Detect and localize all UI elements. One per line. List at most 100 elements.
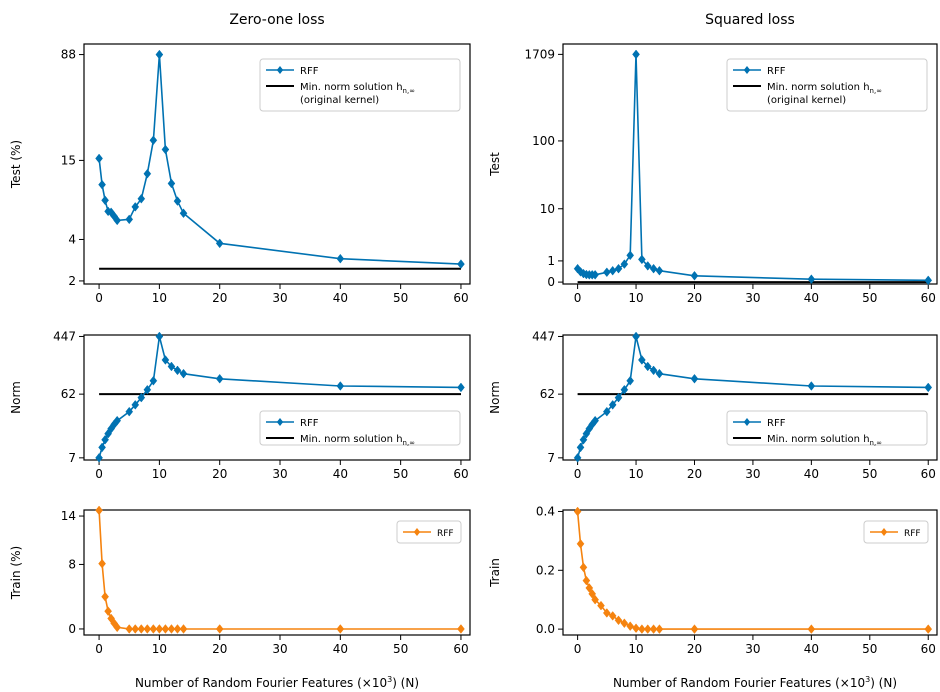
data-point — [690, 624, 699, 634]
legend-marker — [880, 528, 888, 536]
legend: RFF — [863, 520, 929, 544]
series-rff — [573, 506, 933, 634]
x-tick-label: 40 — [804, 291, 819, 305]
data-point — [690, 270, 699, 281]
data-point — [457, 382, 465, 393]
x-axis-label-text: Number of Random Fourier Features (×10 — [613, 676, 865, 690]
data-point — [638, 355, 646, 365]
data-point — [614, 263, 623, 274]
data-point — [179, 368, 188, 379]
y-tick-label: 15 — [61, 153, 76, 167]
data-point — [101, 434, 109, 445]
data-point — [215, 238, 224, 249]
data-point — [137, 392, 146, 403]
x-tick-label: 40 — [804, 642, 819, 656]
legend-marker — [276, 418, 284, 426]
data-point — [626, 375, 635, 386]
legend-subscript: n,∞ — [403, 439, 416, 447]
x-tick-label: 30 — [745, 467, 760, 481]
data-point — [125, 214, 134, 225]
data-point — [626, 621, 635, 631]
data-point — [690, 373, 699, 384]
x-tick-label: 10 — [628, 467, 643, 481]
data-point — [104, 606, 112, 617]
data-point — [143, 624, 152, 634]
data-point — [614, 392, 623, 403]
data-point — [137, 624, 146, 634]
x-tick-label: 0 — [95, 642, 103, 656]
data-point — [620, 618, 629, 629]
data-point — [655, 368, 664, 379]
x-tick-label: 0 — [95, 467, 103, 481]
data-point — [161, 624, 170, 634]
data-point — [588, 589, 597, 599]
y-axis-label: Test — [488, 152, 502, 177]
data-point — [113, 415, 122, 426]
panel-train-squared: 0 10 20 30 40 50 60 0.0 0.2 0.4 Train RFF — [488, 504, 938, 656]
data-point — [579, 562, 588, 573]
x-tick-label: 10 — [152, 642, 167, 656]
data-point — [161, 355, 170, 365]
legend-entry: (original kernel) — [767, 95, 846, 106]
data-point — [179, 624, 188, 634]
x-tick-label: 0 — [574, 291, 582, 305]
data-point — [807, 624, 816, 634]
legend-subscript: n,∞ — [403, 87, 416, 95]
x-tick-label: 60 — [453, 467, 468, 481]
y-tick-label: 62 — [61, 387, 76, 401]
y-tick-label: 10 — [540, 202, 555, 216]
y-axis-label: Norm — [9, 381, 23, 414]
panel-title: Zero-one loss — [229, 12, 324, 28]
data-point — [173, 196, 182, 206]
data-point — [576, 539, 585, 549]
data-point — [608, 400, 617, 410]
legend-marker — [276, 66, 284, 74]
data-point — [608, 611, 617, 621]
data-point — [167, 624, 176, 634]
legend-entry: RFF — [767, 66, 786, 77]
data-point — [638, 254, 646, 265]
data-point — [149, 135, 158, 146]
legend-entry: (original kernel) — [300, 95, 379, 106]
legend-entry: Min. norm solution hn,∞ — [300, 82, 415, 95]
data-point — [131, 202, 140, 212]
data-point — [807, 381, 816, 391]
axes-frame — [562, 509, 938, 636]
y-tick-label: 0.2 — [536, 563, 555, 577]
data-point — [143, 384, 152, 395]
x-tick-label: 0 — [574, 467, 582, 481]
data-point — [149, 624, 158, 634]
legend-marker — [743, 418, 751, 426]
x-tick-label: 10 — [628, 291, 643, 305]
x-tick-label: 50 — [862, 291, 877, 305]
panel-train-zero-one: 0 10 20 30 40 50 60 0 8 14 Train (%) RFF — [9, 505, 471, 656]
data-point — [98, 179, 106, 190]
data-point — [573, 506, 582, 517]
x-tick-label: 0 — [574, 642, 582, 656]
data-point — [591, 269, 599, 280]
y-tick-label: 8 — [68, 557, 76, 571]
data-point — [620, 384, 629, 395]
y-axis-label: Test (%) — [9, 140, 23, 189]
data-point — [924, 275, 933, 286]
data-point — [336, 381, 345, 391]
data-point — [336, 253, 345, 264]
legend-entry: RFF — [300, 66, 319, 77]
data-point — [149, 375, 158, 386]
y-tick-label: 14 — [61, 509, 76, 523]
data-point — [649, 624, 658, 634]
legend-box — [259, 410, 461, 446]
series-rff — [95, 49, 465, 269]
x-tick-label: 30 — [272, 642, 287, 656]
data-point — [137, 193, 146, 204]
data-point — [215, 624, 224, 634]
data-point — [155, 331, 164, 342]
data-point — [591, 415, 599, 426]
data-point — [602, 406, 611, 417]
x-axis-label-left: Number of Random Fourier Features (×103)… — [135, 675, 419, 690]
y-tick-label: 2 — [68, 274, 76, 288]
y-tick-label: 0 — [68, 622, 76, 636]
data-point — [131, 624, 140, 634]
series-rff — [95, 331, 465, 463]
data-point — [457, 259, 465, 269]
